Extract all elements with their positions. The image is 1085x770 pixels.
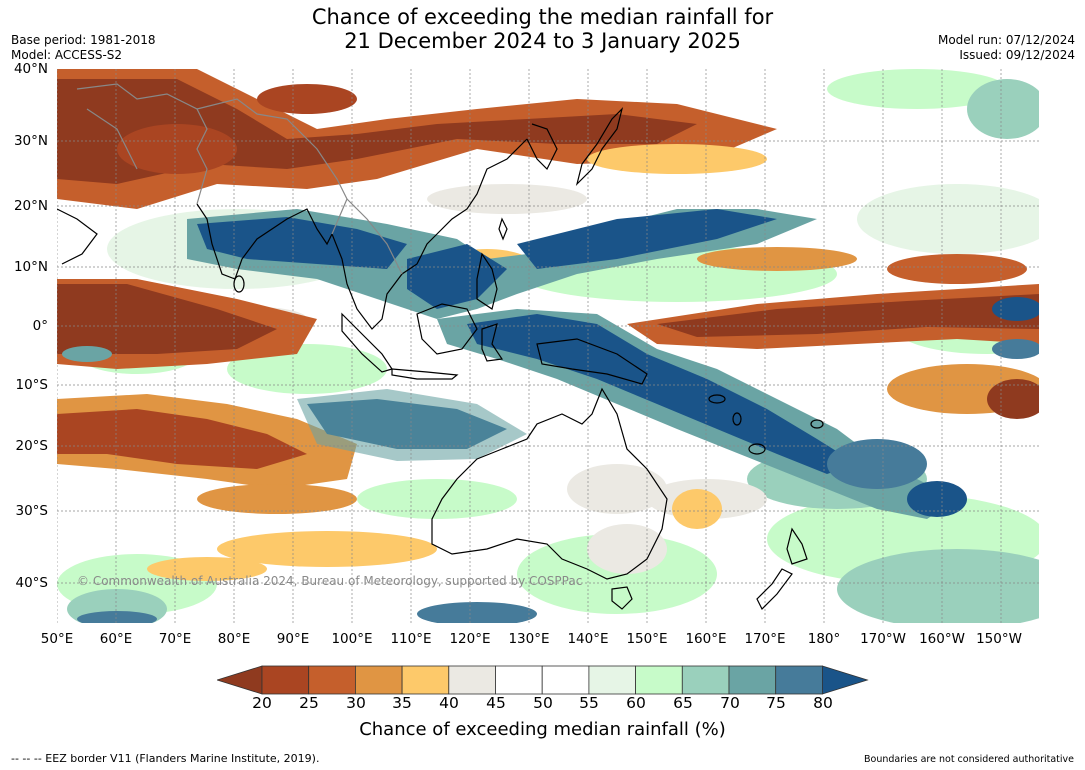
colorbar-tick-label: 50	[533, 694, 553, 712]
india-coastline	[196, 203, 333, 280]
lon-tick-label: 130°E	[508, 631, 550, 647]
lon-tick-label: 150°E	[626, 631, 668, 647]
tasmania-coastline	[611, 586, 633, 610]
lon-tick-label: 80°E	[217, 631, 251, 647]
lat-tick-label: 30°N	[13, 133, 48, 149]
lat-tick-label: 10°S	[15, 377, 49, 393]
lon-tick-label: 180°	[807, 631, 841, 647]
new-guinea-coastline	[536, 338, 648, 385]
lat-tick-label: 0°	[32, 318, 48, 334]
new-caledonia-coastline	[748, 443, 766, 455]
colorbar-tick-label: 45	[486, 694, 506, 712]
taiwan-coastline	[498, 217, 508, 241]
australia-coastline	[431, 387, 668, 580]
colorbar-segment	[728, 665, 777, 695]
japan-coastline	[575, 107, 624, 186]
philippines-coastline	[476, 252, 498, 310]
colorbar-segment	[261, 665, 310, 695]
map-title-line2: 21 December 2024 to 3 January 2025	[344, 29, 741, 53]
lon-tick-label: 170°W	[860, 631, 906, 647]
colorbar-tick-label: 75	[766, 694, 786, 712]
sumatra-coastline	[341, 312, 393, 373]
model-text: Model: ACCESS-S2	[11, 48, 123, 62]
wet-anomaly-zones	[62, 209, 1039, 623]
graticule	[57, 69, 1039, 623]
colorbar-tick-label: 40	[439, 694, 459, 712]
colorbar-segment	[401, 665, 450, 695]
colorbar-segment	[448, 665, 496, 695]
lat-tick-label: 10°N	[13, 259, 48, 275]
colorbar-segment	[354, 665, 403, 695]
lon-tick-label: 50°E	[40, 631, 74, 647]
coastlines	[57, 107, 824, 611]
colorbar-tick-label: 80	[813, 694, 833, 712]
vanuatu-coastline	[732, 412, 742, 426]
country-borders	[76, 83, 403, 275]
lat-tick-label: 40°N	[13, 61, 48, 77]
colorbar-tick-label: 60	[626, 694, 646, 712]
colorbar-tick-label: 30	[346, 694, 366, 712]
copyright-text: © Commonwealth of Australia 2024, Bureau…	[77, 574, 582, 588]
indochina-coastline	[331, 138, 528, 330]
colorbar-arrow-low	[217, 665, 263, 695]
rainfall-map: © Commonwealth of Australia 2024, Bureau…	[57, 69, 1039, 623]
lon-tick-label: 70°E	[158, 631, 192, 647]
base-period-text: Base period: 1981-2018	[11, 33, 156, 47]
java-coastline	[391, 368, 459, 380]
colorbar-tick-label: 65	[673, 694, 693, 712]
eez-border-note: -- -- -- EEZ border V11 (Flanders Marine…	[11, 752, 320, 765]
colorbar-title: Chance of exceeding median rainfall (%)	[359, 719, 726, 740]
boundaries-disclaimer: Boundaries are not considered authoritat…	[864, 754, 1074, 765]
colorbar-segment	[635, 665, 683, 695]
lon-tick-label: 160°E	[685, 631, 727, 647]
solomon-islands-coastline	[708, 394, 726, 404]
lon-tick-label: 120°E	[449, 631, 491, 647]
fiji-coastline	[810, 419, 824, 429]
lon-tick-label: 150°W	[976, 631, 1022, 647]
colorbar-tick-label: 70	[720, 694, 740, 712]
colorbar-segment	[308, 665, 356, 695]
arabia-coastline	[57, 208, 98, 265]
colorbar-tick-label: 35	[392, 694, 412, 712]
colorbar-segment	[588, 665, 636, 695]
colorbar-segment	[541, 665, 590, 695]
lon-tick-label: 60°E	[99, 631, 133, 647]
lon-tick-label: 110°E	[390, 631, 432, 647]
colorbar-segment	[495, 665, 543, 695]
colorbar	[217, 665, 869, 695]
lat-tick-label: 30°S	[15, 503, 49, 519]
sulawesi-coastline	[481, 323, 504, 362]
lon-tick-label: 170°E	[744, 631, 786, 647]
colorbar-tick-label: 55	[579, 694, 599, 712]
colorbar-tick-label: 20	[252, 694, 272, 712]
lon-tick-label: 140°E	[567, 631, 609, 647]
nz-north-island-coastline	[786, 527, 808, 565]
colorbar-segment	[775, 665, 823, 695]
issued-text: Issued: 09/12/2024	[959, 48, 1075, 62]
colorbar-tick-label: 25	[299, 694, 319, 712]
korea-coastline	[526, 123, 558, 171]
colorbar-arrow-high	[822, 665, 869, 695]
sri-lanka-coastline	[233, 275, 245, 293]
map-title-line1: Chance of exceeding the median rainfall …	[311, 5, 774, 29]
lat-tick-label: 20°N	[13, 198, 48, 214]
borneo-coastline	[416, 303, 478, 355]
model-run-text: Model run: 07/12/2024	[937, 33, 1075, 47]
lon-tick-label: 160°W	[919, 631, 965, 647]
lat-tick-label: 20°S	[15, 438, 49, 454]
colorbar-segment	[681, 665, 730, 695]
nz-south-island-coastline	[756, 568, 793, 611]
lat-tick-label: 40°S	[15, 575, 49, 591]
lon-tick-label: 90°E	[276, 631, 310, 647]
lon-tick-label: 100°E	[331, 631, 373, 647]
